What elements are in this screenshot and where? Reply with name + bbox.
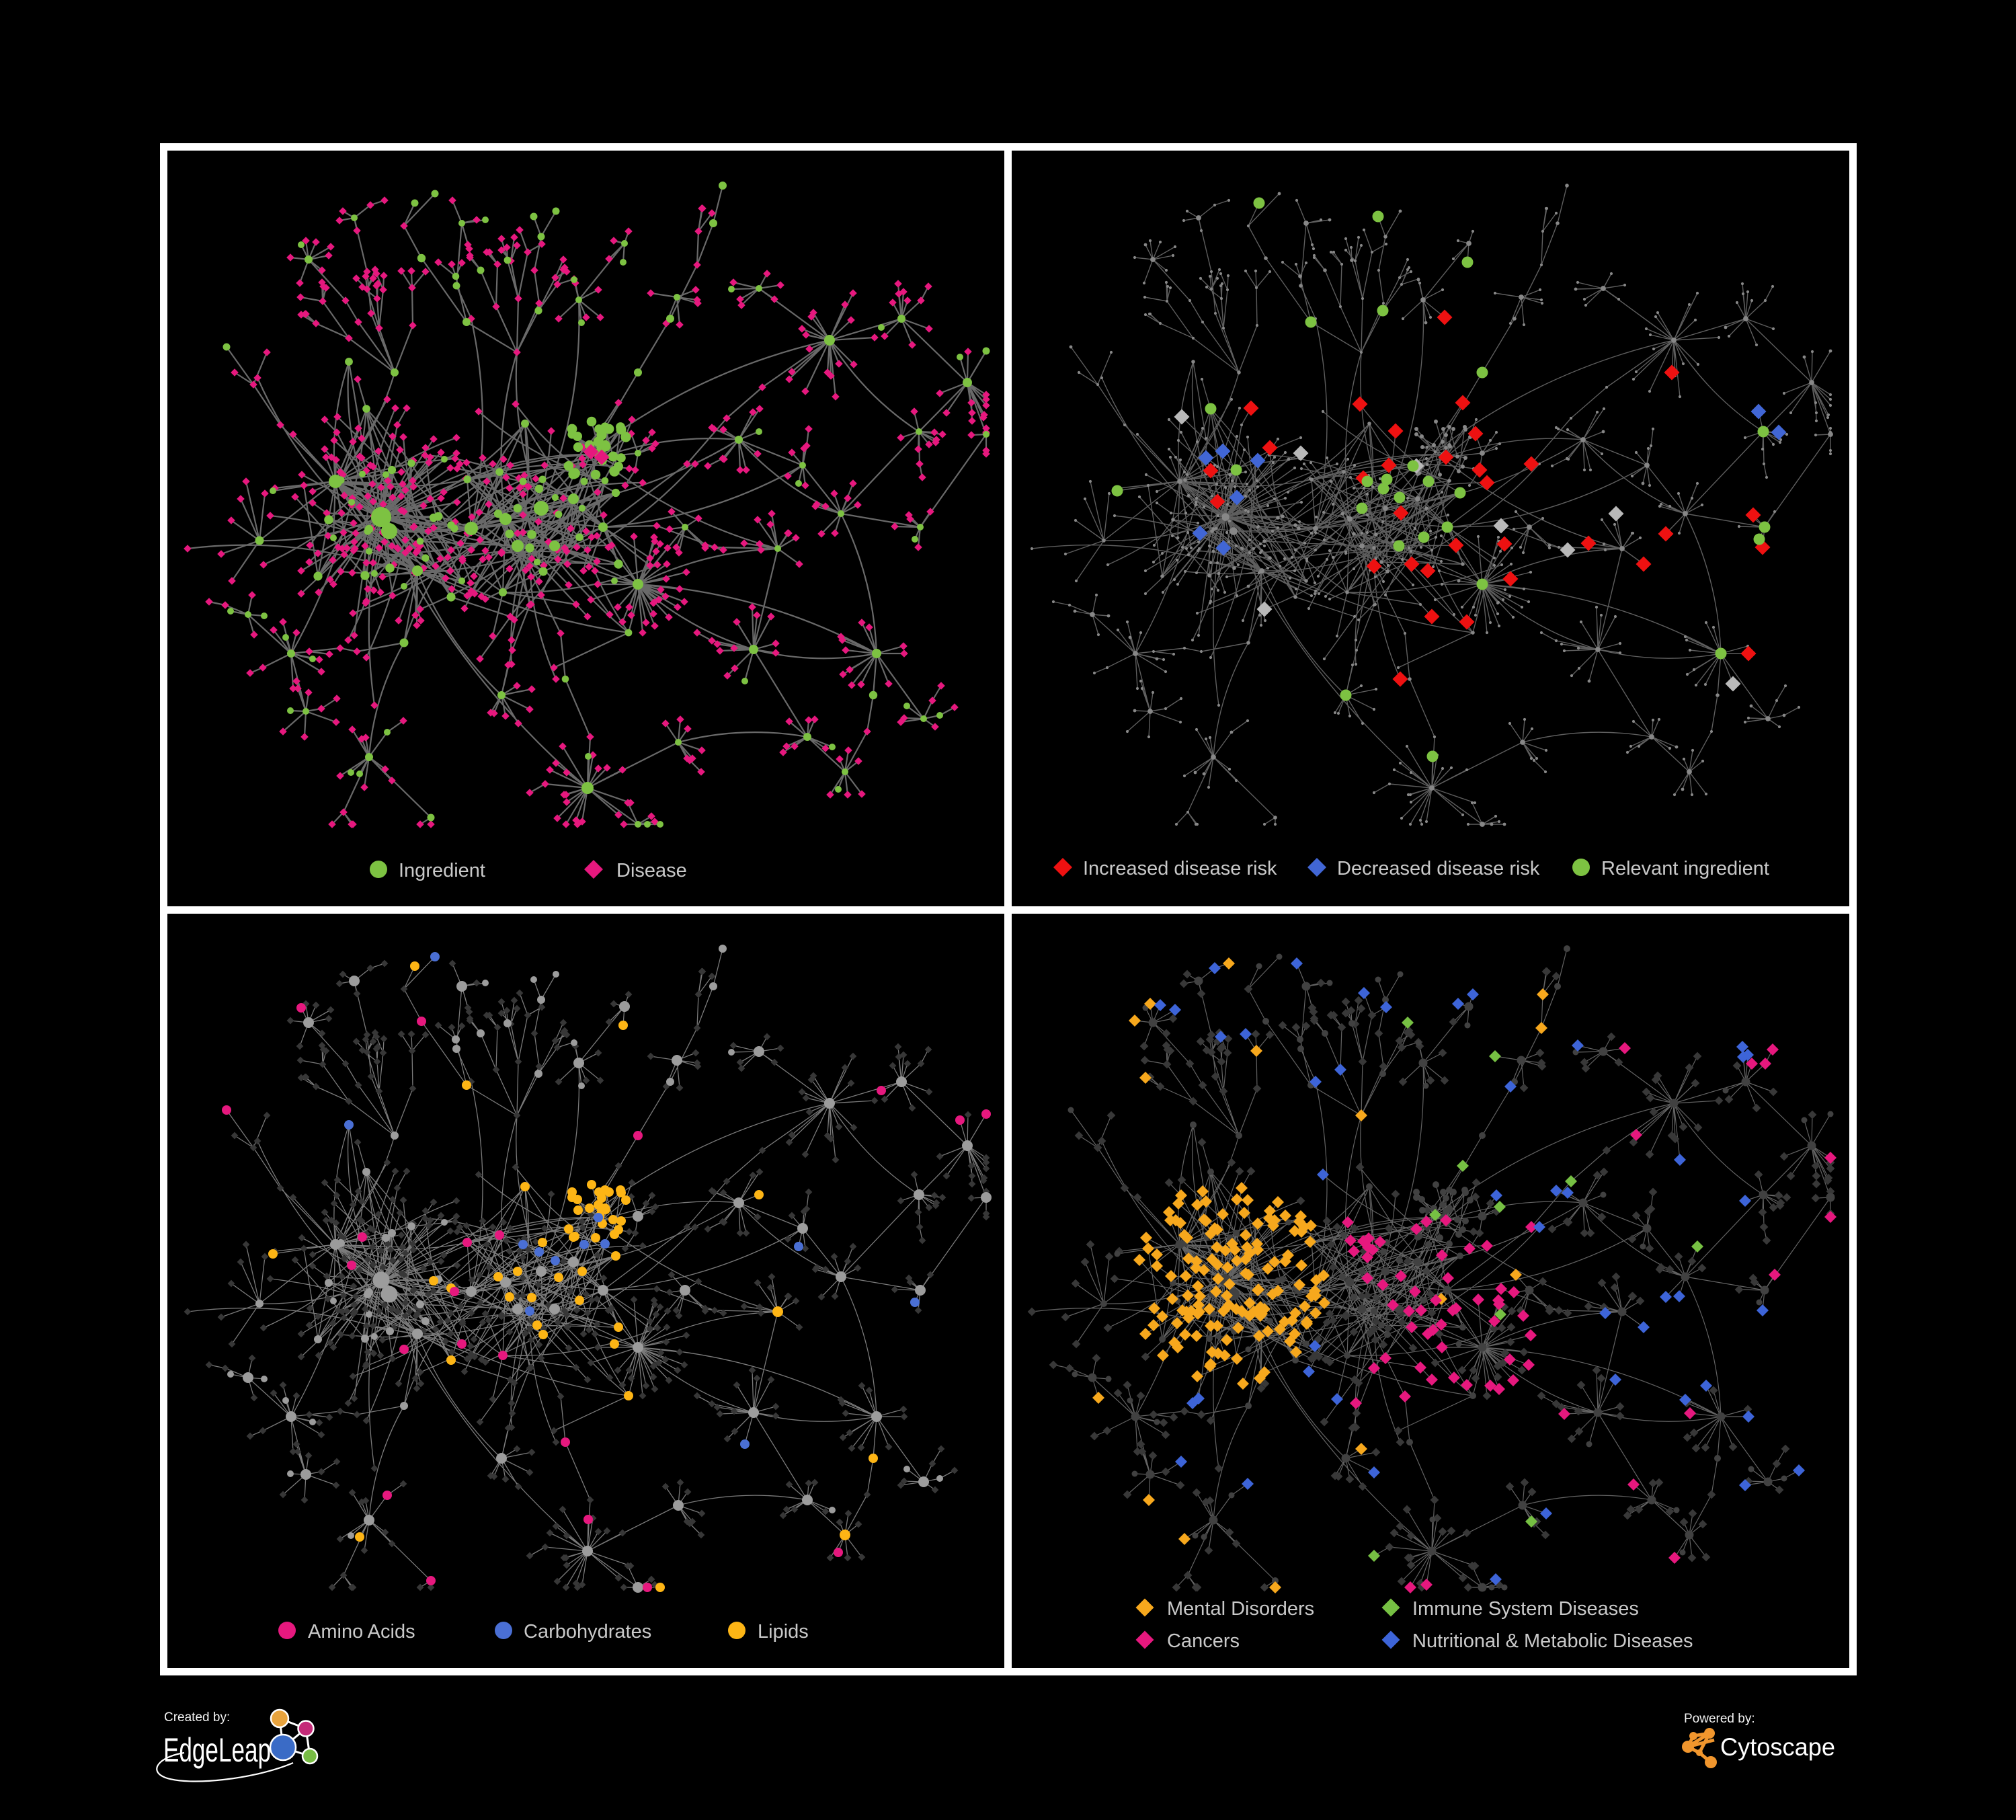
- svg-text:Amino Acids: Amino Acids: [308, 1621, 415, 1643]
- svg-text:Lipids: Lipids: [758, 1621, 809, 1643]
- svg-text:Created by:: Created by:: [164, 1710, 230, 1725]
- svg-text:Mental Disorders: Mental Disorders: [1167, 1598, 1314, 1620]
- svg-text:Immune System Diseases: Immune System Diseases: [1412, 1598, 1639, 1620]
- svg-text:Increased disease risk: Increased disease risk: [1083, 858, 1277, 879]
- svg-text:Powered by:: Powered by:: [1684, 1712, 1755, 1726]
- svg-text:Nutritional & Metabolic Diseas: Nutritional & Metabolic Diseases: [1412, 1630, 1693, 1652]
- svg-text:Ingredient: Ingredient: [399, 860, 485, 881]
- svg-text:EdgeLeap: EdgeLeap: [163, 1731, 271, 1769]
- svg-text:Decreased disease risk: Decreased disease risk: [1337, 858, 1540, 879]
- svg-text:Carbohydrates: Carbohydrates: [524, 1621, 651, 1643]
- svg-text:Cytoscape: Cytoscape: [1720, 1733, 1835, 1761]
- svg-text:Relevant ingredient: Relevant ingredient: [1601, 858, 1769, 879]
- svg-text:Disease: Disease: [616, 860, 687, 881]
- svg-text:Cancers: Cancers: [1167, 1630, 1240, 1652]
